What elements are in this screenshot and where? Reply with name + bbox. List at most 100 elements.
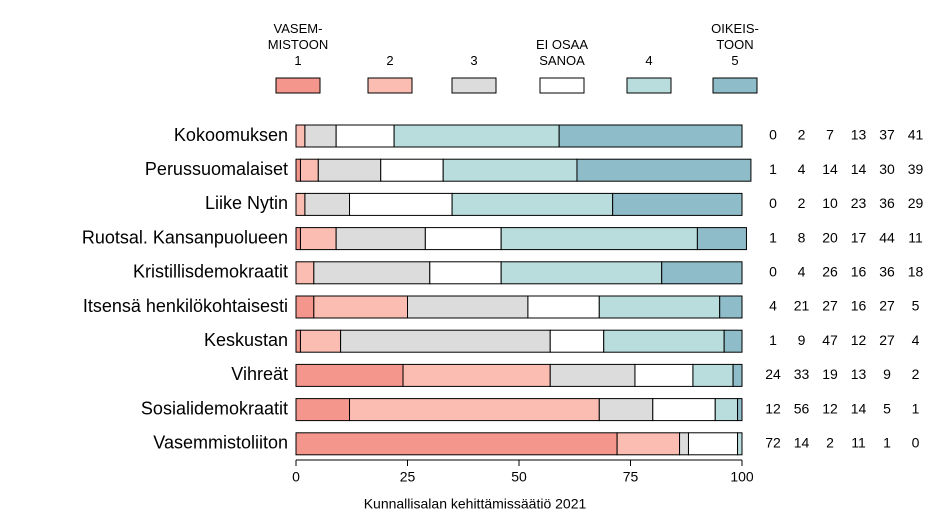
bar-segment xyxy=(407,295,529,319)
value-label: 27 xyxy=(879,332,895,348)
value-label: 1 xyxy=(769,161,777,177)
bar-segment xyxy=(380,158,444,182)
bar-segment xyxy=(634,363,694,387)
value-label: 14 xyxy=(851,161,867,177)
value-label: 2 xyxy=(912,366,920,382)
bar-segment xyxy=(295,398,351,422)
value-label: 2 xyxy=(798,127,806,143)
x-tick-label: 0 xyxy=(292,469,300,485)
value-label: 12 xyxy=(851,332,867,348)
value-label: 12 xyxy=(765,400,781,416)
value-label: 7 xyxy=(826,127,834,143)
value-label: 0 xyxy=(769,264,777,280)
bar-segment xyxy=(313,295,408,319)
legend-label: EI OSAA SANOA xyxy=(536,37,588,68)
category-label: Kokoomuksen xyxy=(174,125,288,145)
bar-segment xyxy=(313,261,431,285)
legend-swatch xyxy=(451,77,497,94)
x-tick-label: 100 xyxy=(730,469,754,485)
bar-segment xyxy=(500,261,663,285)
bar-segment xyxy=(295,158,301,182)
value-label: 5 xyxy=(883,400,891,416)
bar-segment xyxy=(616,432,681,456)
bar-segment xyxy=(719,295,743,319)
bar-segment xyxy=(737,398,743,422)
value-label: 14 xyxy=(822,161,838,177)
bar-segment xyxy=(393,124,560,148)
bar-segment xyxy=(500,227,698,251)
value-label: 4 xyxy=(798,264,806,280)
value-label: 4 xyxy=(769,298,777,314)
category-label: Itsensä henkilökohtaisesti xyxy=(83,296,288,316)
bar-segment xyxy=(299,158,319,182)
bar-segment xyxy=(295,295,315,319)
bar-segment xyxy=(304,192,351,216)
value-label: 27 xyxy=(822,298,838,314)
x-tick-label: 25 xyxy=(400,469,416,485)
value-label: 19 xyxy=(822,366,838,382)
legend-swatch xyxy=(367,77,413,94)
bar-segment xyxy=(295,363,404,387)
legend-label: 4 xyxy=(645,53,652,68)
bar-segment xyxy=(299,227,337,251)
value-label: 23 xyxy=(851,195,867,211)
value-label: 9 xyxy=(798,332,806,348)
value-label: 4 xyxy=(912,332,920,348)
legend-swatch xyxy=(712,77,758,94)
bar-segment xyxy=(692,363,734,387)
bar-segment xyxy=(598,398,654,422)
bar-segment xyxy=(598,295,721,319)
value-label: 47 xyxy=(822,332,838,348)
category-label: Liike Nytin xyxy=(205,193,288,213)
bar-segment xyxy=(429,261,502,285)
bar-segment xyxy=(652,398,716,422)
value-label: 2 xyxy=(826,435,834,451)
value-label: 33 xyxy=(794,366,810,382)
value-label: 4 xyxy=(798,161,806,177)
bar-segment xyxy=(687,432,739,456)
value-label: 36 xyxy=(879,264,895,280)
value-label: 14 xyxy=(851,400,867,416)
value-label: 2 xyxy=(798,195,806,211)
bar-segment xyxy=(737,432,743,456)
value-label: 16 xyxy=(851,298,867,314)
x-tick-label: 50 xyxy=(511,469,527,485)
value-label: 29 xyxy=(908,195,924,211)
value-label: 39 xyxy=(908,161,924,177)
bar-segment xyxy=(349,192,453,216)
value-label: 27 xyxy=(879,298,895,314)
value-label: 56 xyxy=(794,400,810,416)
value-label: 1 xyxy=(769,332,777,348)
value-label: 16 xyxy=(851,264,867,280)
legend-swatch xyxy=(275,77,321,94)
bar-segment xyxy=(549,363,636,387)
bar-segment xyxy=(723,329,743,353)
bar-segment xyxy=(402,363,551,387)
value-label: 9 xyxy=(883,366,891,382)
value-label: 36 xyxy=(879,195,895,211)
bar-segment xyxy=(335,227,426,251)
value-label: 8 xyxy=(798,229,806,245)
bar-segment xyxy=(304,124,337,148)
value-label: 20 xyxy=(822,229,838,245)
value-label: 1 xyxy=(912,400,920,416)
bar-segment xyxy=(295,432,618,456)
value-label: 0 xyxy=(769,127,777,143)
value-label: 37 xyxy=(879,127,895,143)
bar-segment xyxy=(299,329,342,353)
value-label: 72 xyxy=(765,435,781,451)
value-label: 10 xyxy=(822,195,838,211)
legend-label: VASEM-MISTOON 1 xyxy=(268,21,328,68)
bar-segment xyxy=(317,158,382,182)
category-label: Keskustan xyxy=(204,330,288,350)
value-label: 11 xyxy=(851,435,866,451)
value-label: 13 xyxy=(851,366,867,382)
legend-label: 3 xyxy=(470,53,477,68)
value-label: 1 xyxy=(769,229,777,245)
bar-segment xyxy=(451,192,614,216)
value-label: 11 xyxy=(908,229,923,245)
bar-segment xyxy=(295,192,306,216)
value-label: 24 xyxy=(765,366,781,382)
bar-segment xyxy=(714,398,739,422)
